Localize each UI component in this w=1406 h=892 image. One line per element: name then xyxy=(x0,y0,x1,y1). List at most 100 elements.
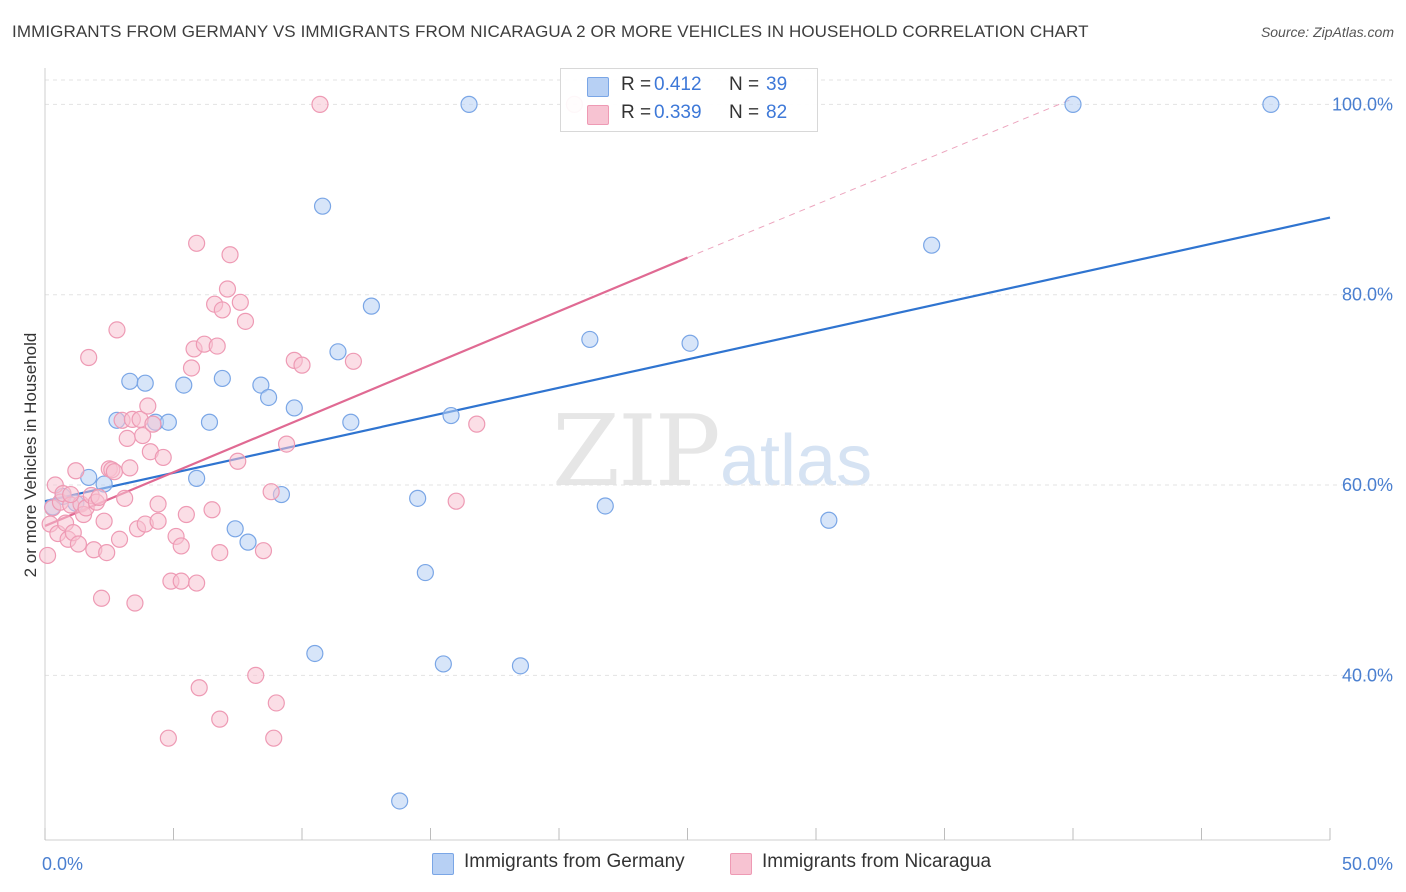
germany-point xyxy=(329,343,347,361)
germany-point xyxy=(434,655,452,673)
nicaragua-point xyxy=(254,542,273,560)
germany-point xyxy=(175,376,193,394)
correlation-legend: R = 0.412 N = 39 R = 0.339 N = 82 xyxy=(560,68,818,132)
nicaragua-point xyxy=(90,488,108,506)
y-tick-label: 60.0% xyxy=(1342,475,1393,495)
germany-point xyxy=(136,374,154,392)
germany-point xyxy=(681,334,699,352)
nicaragua-point xyxy=(211,543,229,562)
chart-title: IMMIGRANTS FROM GERMANY VS IMMIGRANTS FR… xyxy=(12,22,1089,41)
nicaragua-point xyxy=(247,666,265,684)
n-value: 82 xyxy=(766,102,788,123)
nicaragua-point xyxy=(177,505,195,524)
nicaragua-point xyxy=(134,426,152,445)
germany-point xyxy=(596,497,614,515)
nicaragua-swatch xyxy=(730,853,752,875)
nicaragua-point xyxy=(149,512,167,530)
legend-label-nicaragua: Immigrants from Nicaragua xyxy=(762,851,992,872)
x-tick-label: 50.0% xyxy=(1342,854,1393,874)
germany-point xyxy=(200,413,219,431)
nicaragua-point xyxy=(121,459,139,477)
germany-point xyxy=(923,236,941,254)
n-value: 39 xyxy=(766,74,788,95)
nicaragua-point xyxy=(277,435,296,453)
germany-point xyxy=(259,388,278,407)
nicaragua-point xyxy=(92,589,111,607)
nicaragua-point xyxy=(154,448,172,467)
nicaragua-point xyxy=(149,495,167,513)
nicaragua-point xyxy=(118,429,136,447)
germany-point xyxy=(1064,95,1082,113)
nicaragua-point xyxy=(267,694,285,712)
source-label: Source: ZipAtlas.com xyxy=(1260,24,1394,40)
nicaragua-point xyxy=(293,356,311,374)
germany-point xyxy=(391,792,409,810)
nicaragua-point xyxy=(221,246,239,264)
nicaragua-point xyxy=(67,462,85,480)
nicaragua-point xyxy=(229,452,247,470)
nicaragua-point xyxy=(80,348,98,367)
y-tick-label: 100.0% xyxy=(1332,94,1393,114)
y-tick-label: 40.0% xyxy=(1342,665,1393,685)
nicaragua-point xyxy=(62,485,80,504)
nicaragua-point xyxy=(218,280,237,298)
germany-point xyxy=(581,330,599,349)
watermark-atlas: atlas xyxy=(720,421,873,501)
germany-point xyxy=(226,520,244,538)
germany-point xyxy=(416,563,434,582)
nicaragua-point xyxy=(208,337,226,355)
trend-layer xyxy=(44,98,1331,527)
nicaragua-point xyxy=(311,95,329,113)
nicaragua-point xyxy=(95,512,113,530)
germany-point xyxy=(306,644,324,663)
nicaragua-point xyxy=(159,729,177,747)
points-layer xyxy=(38,95,1280,810)
legend-row-germany: R = 0.412 N = 39 xyxy=(561,74,817,100)
y-tick-label: 80.0% xyxy=(1342,285,1393,305)
nicaragua-point xyxy=(188,234,206,252)
r-label: R = xyxy=(621,102,652,123)
nicaragua-trend-line xyxy=(44,256,688,527)
germany-point xyxy=(239,533,257,551)
nicaragua-point xyxy=(344,352,362,370)
y-axis-label: 2 or more Vehicles in Household xyxy=(21,333,40,578)
nicaragua-point xyxy=(98,543,116,562)
nicaragua-point xyxy=(126,594,144,612)
germany-point xyxy=(511,657,530,675)
nicaragua-point xyxy=(182,359,201,377)
nicaragua-point xyxy=(38,546,57,565)
germany-point xyxy=(313,197,332,215)
germany-point xyxy=(362,297,380,315)
nicaragua-point xyxy=(105,463,123,481)
germany-point xyxy=(285,399,303,417)
axis-layer xyxy=(44,68,1331,841)
watermark-zip: ZIP xyxy=(552,395,721,509)
germany-point xyxy=(442,406,460,425)
nicaragua-point xyxy=(213,301,231,319)
nicaragua-trend-extension xyxy=(687,98,1074,259)
germany-point xyxy=(252,376,270,394)
germany-swatch xyxy=(587,77,609,97)
r-label: R = xyxy=(621,74,652,95)
series-legend: Immigrants from Germany Immigrants from … xyxy=(0,851,1406,879)
nicaragua-point xyxy=(172,537,190,555)
grid-layer xyxy=(45,79,1392,676)
germany-point xyxy=(820,511,838,529)
nicaragua-point xyxy=(211,710,229,728)
nicaragua-point xyxy=(139,397,157,415)
nicaragua-point xyxy=(203,501,221,519)
nicaragua-point xyxy=(265,729,283,747)
nicaragua-point xyxy=(172,572,190,590)
germany-swatch xyxy=(432,853,454,875)
nicaragua-point xyxy=(236,312,255,330)
nicaragua-point xyxy=(108,321,126,339)
nicaragua-point xyxy=(188,574,206,592)
germany-point xyxy=(159,413,177,431)
label-layer: 40.0% 60.0% 80.0% 100.0% 0.0% 50.0% xyxy=(42,94,1393,874)
germany-trend-line xyxy=(44,216,1331,503)
r-value: 0.339 xyxy=(654,102,702,123)
nicaragua-point xyxy=(110,530,129,548)
nicaragua-point xyxy=(116,489,134,507)
nicaragua-point xyxy=(190,679,208,697)
